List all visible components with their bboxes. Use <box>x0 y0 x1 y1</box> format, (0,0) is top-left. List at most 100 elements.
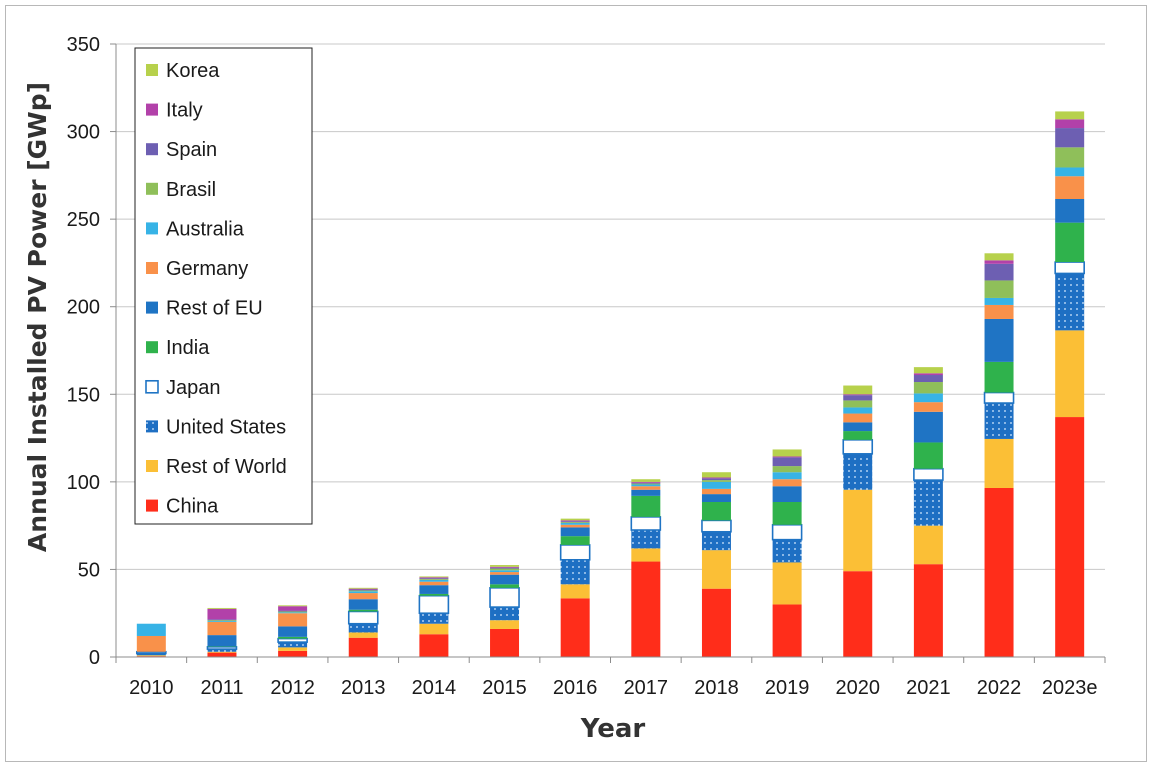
bar-segment-rest-of-world-2017 <box>631 548 661 562</box>
x-tick-label: 2021 <box>906 677 951 699</box>
x-tick-label: 2010 <box>129 677 174 699</box>
bar-segment-china-2023e <box>1055 417 1085 657</box>
legend-label-italy: Italy <box>166 100 203 122</box>
axes: 0 50 100 150 200 250 300 350 2010 2011 2012 2013 201… <box>67 34 1106 699</box>
bar-segment-india-2011 <box>207 646 237 647</box>
bar-segment-japan-2017 <box>630 516 662 531</box>
y-tick-label: 50 <box>78 559 100 581</box>
bar-segment-rest-of-world-2023e <box>1055 330 1085 418</box>
bar-segment-australia-2022 <box>984 297 1014 305</box>
bar-segment-korea-2013 <box>348 587 378 589</box>
legend-swatch-brasil <box>146 182 158 195</box>
bar-segment-korea-2022 <box>984 253 1014 261</box>
bar-segment-rest-of-world-2020 <box>843 489 873 572</box>
bar-segment-australia-2015 <box>490 570 520 573</box>
bar-segment-italy-2021 <box>913 373 943 376</box>
bar-segment-rest-of-world-2019 <box>772 562 802 605</box>
bar-segment-india-2018 <box>701 501 731 521</box>
bar-segment-germany-2015 <box>490 572 520 575</box>
bar-segment-india-2023e <box>1055 222 1085 263</box>
legend-swatch-rest-of-world <box>146 460 158 472</box>
x-tick-label: 2015 <box>482 677 527 699</box>
bar-segment-india-2017 <box>631 495 661 517</box>
bar-segment-korea-2016 <box>560 518 590 521</box>
bar-segment-brasil-2012 <box>278 611 308 613</box>
bar-segment-spain-2014 <box>419 578 449 580</box>
x-tick-label: 2014 <box>412 677 457 699</box>
bar-segment-brasil-2013 <box>348 590 378 592</box>
x-tick-label: 2012 <box>270 677 315 699</box>
legend-swatch-australia <box>146 222 158 235</box>
bar-segment-india-2020 <box>843 431 873 440</box>
bar-segment-korea-2019 <box>772 449 802 457</box>
bar-segment-united-states-2018 <box>701 531 731 551</box>
bar-segment-brasil-2017 <box>631 483 661 485</box>
bar-segment-australia-2014 <box>419 579 449 582</box>
chart-frame: 0 50 100 150 200 250 300 350 2010 2011 2012 2013 201… <box>5 5 1147 762</box>
y-tick-label: 200 <box>67 297 100 319</box>
legend-label-brasil: Brasil <box>166 179 216 201</box>
x-tick-label: 2022 <box>977 677 1022 699</box>
bar-segment-australia-2019 <box>772 472 802 480</box>
y-tick-label: 250 <box>67 209 100 231</box>
bar-segment-united-states-2010 <box>136 653 166 656</box>
bar-segment-rest-of-eu-2017 <box>631 489 661 496</box>
x-tick-label: 2013 <box>341 677 386 699</box>
bar-segment-brasil-2015 <box>490 568 520 571</box>
bar-segment-germany-2013 <box>348 593 378 600</box>
bar-segment-japan-2022 <box>983 391 1015 404</box>
pv-bar-chart: 0 50 100 150 200 250 300 350 2010 2011 2012 2013 201… <box>23 34 1106 744</box>
bar-segment-spain-2023e <box>1055 128 1085 148</box>
bar-segment-united-states-2013 <box>348 623 378 633</box>
bar-segment-brasil-2021 <box>913 382 943 394</box>
legend-swatch-korea <box>146 64 158 76</box>
bar-segment-india-2019 <box>772 501 802 525</box>
bar-segment-italy-2016 <box>560 520 590 522</box>
bar-segment-spain-2016 <box>560 521 590 523</box>
bar-segment-spain-2018 <box>701 478 731 481</box>
bar-segment-rest-of-world-2016 <box>560 584 590 599</box>
bar-segment-korea-2012 <box>278 605 308 607</box>
bar-segment-korea-2021 <box>913 367 943 374</box>
bar-segment-china-2011 <box>207 652 237 657</box>
bar-segment-spain-2011 <box>207 619 237 621</box>
bar-segment-germany-2016 <box>560 524 590 528</box>
bar-segment-united-states-2011 <box>207 649 237 652</box>
bar-segment-korea-2015 <box>490 565 520 567</box>
bar-segment-japan-2019 <box>771 523 803 541</box>
bar-segment-spain-2020 <box>843 395 873 401</box>
bar-segment-brasil-2011 <box>207 620 237 622</box>
bar-segment-brasil-2020 <box>843 400 873 408</box>
bar-segment-germany-2022 <box>984 304 1014 319</box>
y-tick-label: 100 <box>67 472 100 494</box>
legend-label-china: China <box>166 496 219 518</box>
x-tick-label: 2017 <box>624 677 669 699</box>
bar-segment-china-2020 <box>843 571 873 657</box>
bar-segment-japan-2018 <box>701 519 732 533</box>
bar-segment-china-2013 <box>348 637 378 657</box>
bar-segment-japan-2016 <box>559 544 591 561</box>
bar-segment-rest-of-eu-2020 <box>843 422 873 432</box>
bar-segment-china-2019 <box>772 604 802 657</box>
bar-segment-rest-of-eu-2013 <box>348 599 378 610</box>
bar-segment-italy-2020 <box>843 394 873 396</box>
bar-segment-italy-2013 <box>348 588 378 590</box>
legend-label-rest-of-world: Rest of World <box>166 456 287 478</box>
legend-swatch-japan <box>145 379 159 394</box>
bar-segment-germany-2020 <box>843 413 873 423</box>
bar-segment-china-2015 <box>490 628 520 657</box>
bar-segment-rest-of-eu-2022 <box>984 318 1014 362</box>
bar-segment-india-2012 <box>278 636 308 639</box>
x-axis-title: Year <box>580 714 646 744</box>
bar-segment-japan-2014 <box>418 594 450 615</box>
legend-swatch-rest-of-eu <box>146 301 158 314</box>
bar-segment-italy-2018 <box>701 477 731 479</box>
bar-segment-australia-2018 <box>701 481 731 489</box>
bar-segment-china-2016 <box>560 598 590 657</box>
bar-segment-brasil-2022 <box>984 280 1014 298</box>
bar-segment-rest-of-world-2010 <box>136 655 166 657</box>
bar-segment-japan-2013 <box>347 610 379 625</box>
bar-segment-rest-of-world-2013 <box>348 632 378 638</box>
legend-label-united-states: United States <box>166 416 286 438</box>
x-tick-label: 2016 <box>553 677 598 699</box>
